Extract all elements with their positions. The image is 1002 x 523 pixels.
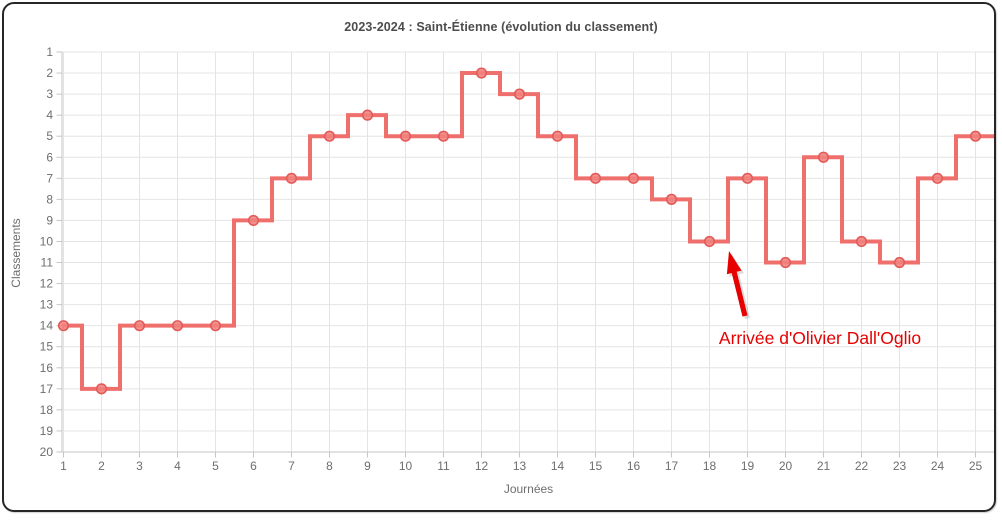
svg-text:6: 6	[46, 150, 53, 164]
y-axis-title: Classements	[9, 218, 23, 288]
svg-text:17: 17	[40, 382, 54, 396]
svg-text:22: 22	[855, 459, 869, 473]
x-axis-title: Journées	[503, 482, 554, 496]
svg-text:7: 7	[288, 459, 295, 473]
svg-text:2: 2	[46, 66, 53, 80]
svg-text:20: 20	[40, 445, 54, 459]
svg-text:3: 3	[46, 87, 53, 101]
svg-text:25: 25	[969, 459, 983, 473]
svg-text:15: 15	[589, 459, 603, 473]
svg-text:1: 1	[46, 45, 53, 59]
svg-text:15: 15	[40, 340, 54, 354]
svg-text:5: 5	[212, 459, 219, 473]
svg-text:17: 17	[665, 459, 679, 473]
svg-text:8: 8	[46, 192, 53, 206]
svg-text:9: 9	[364, 459, 371, 473]
svg-text:4: 4	[174, 459, 181, 473]
annotation-text: Arrivée d'Olivier Dall'Oglio	[718, 328, 922, 348]
svg-text:24: 24	[931, 459, 945, 473]
svg-text:16: 16	[627, 459, 641, 473]
svg-text:12: 12	[475, 459, 489, 473]
svg-text:3: 3	[136, 459, 143, 473]
svg-text:19: 19	[40, 424, 54, 438]
svg-text:18: 18	[40, 403, 54, 417]
svg-text:20: 20	[779, 459, 793, 473]
svg-text:21: 21	[817, 459, 831, 473]
svg-text:1: 1	[60, 459, 67, 473]
svg-text:16: 16	[40, 361, 54, 375]
svg-text:7: 7	[46, 171, 53, 185]
svg-text:18: 18	[703, 459, 717, 473]
svg-text:14: 14	[551, 459, 565, 473]
svg-text:12: 12	[40, 277, 54, 291]
svg-text:9: 9	[46, 213, 53, 227]
svg-text:11: 11	[41, 256, 54, 270]
svg-text:11: 11	[437, 459, 450, 473]
svg-text:23: 23	[893, 459, 907, 473]
svg-text:13: 13	[513, 459, 527, 473]
chart-title: 2023-2024 : Saint-Étienne (évolution du …	[344, 20, 658, 34]
svg-text:19: 19	[741, 459, 755, 473]
svg-text:10: 10	[40, 234, 54, 248]
svg-text:8: 8	[326, 459, 333, 473]
svg-text:6: 6	[250, 459, 257, 473]
svg-text:13: 13	[40, 298, 54, 312]
svg-text:14: 14	[40, 319, 54, 333]
svg-text:5: 5	[46, 129, 53, 143]
svg-text:2: 2	[98, 459, 105, 473]
svg-text:10: 10	[399, 459, 413, 473]
svg-text:4: 4	[46, 108, 53, 122]
